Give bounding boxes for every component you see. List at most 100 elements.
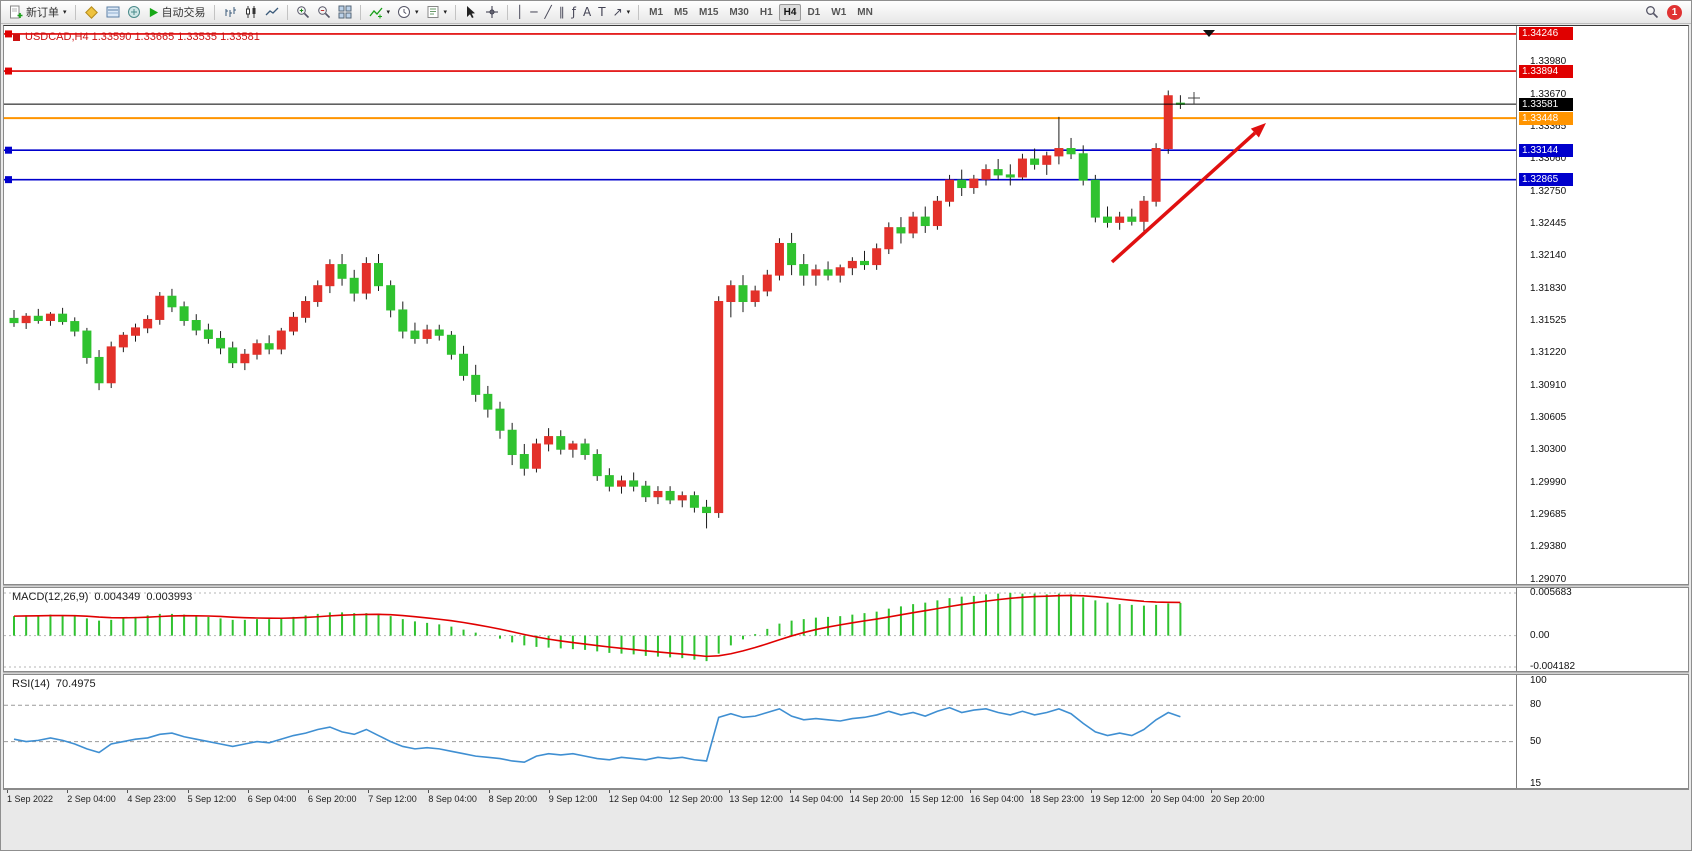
- time-axis-label: 19 Sep 12:00: [1090, 794, 1145, 804]
- price-axis-label: 1.32445: [1530, 217, 1567, 229]
- candle-body: [495, 408, 505, 431]
- candle-body: [604, 475, 614, 487]
- data-window-button[interactable]: [124, 3, 144, 22]
- candle-body: [1066, 148, 1076, 155]
- time-axis-label: 18 Sep 23:00: [1030, 794, 1084, 804]
- toolbar-separator: [638, 4, 640, 20]
- macd-panel: 0.005683 0.00 -0.004182 MACD(12,26,9) 0.00…: [3, 587, 1689, 672]
- templates-button[interactable]: ▾: [423, 3, 451, 22]
- candlestick-chart[interactable]: [4, 26, 1516, 586]
- line-chart-button[interactable]: [262, 3, 282, 22]
- candle-body: [629, 480, 639, 487]
- candle-body: [641, 485, 651, 498]
- vertical-line-tool-button[interactable]: │: [513, 3, 526, 22]
- bar-chart-icon: [225, 7, 236, 17]
- line-anchor-icon[interactable]: [5, 67, 12, 75]
- macd-axis-label: 0.00: [1530, 629, 1550, 641]
- price-axis: 1.33980 1.33670 1.33365 1.33060 1.32750 1.324…: [1516, 26, 1688, 585]
- timeframe-M15[interactable]: M15: [698, 6, 719, 18]
- text-tool-button[interactable]: A: [580, 3, 594, 22]
- macd-axis-label: 0.005683: [1530, 587, 1572, 598]
- timeframe-H4[interactable]: H4: [778, 3, 802, 21]
- candle-body: [240, 353, 250, 364]
- text-label-tool-button[interactable]: T: [595, 3, 608, 22]
- candle-body: [349, 277, 359, 294]
- time-axis-tick: [970, 790, 972, 793]
- auto-trading-button[interactable]: 自动交易: [145, 3, 209, 22]
- arrows-caret-icon: ▾: [626, 9, 631, 16]
- timeframe-MN[interactable]: MN: [857, 6, 873, 18]
- toolbar-separator: [286, 4, 288, 20]
- time-axis-label: 12 Sep 04:00: [609, 794, 663, 804]
- candle-body: [337, 264, 347, 279]
- candle-body: [1030, 158, 1040, 165]
- candle-body: [374, 263, 383, 287]
- notification-badge[interactable]: 1: [1667, 4, 1682, 20]
- price-marker-1.32865: 1.32865: [1519, 173, 1573, 187]
- channel-tool-button[interactable]: ∥: [556, 3, 568, 22]
- fibonacci-icon: ƒ: [571, 4, 576, 19]
- candlestick-chart-button[interactable]: [241, 3, 261, 22]
- search-button[interactable]: [1642, 3, 1662, 22]
- candle-body: [920, 216, 930, 227]
- periods-caret-icon: ▾: [415, 9, 419, 16]
- candle-body: [945, 179, 955, 202]
- trendline-tool-button[interactable]: ╱: [542, 3, 555, 22]
- candle-body: [301, 301, 311, 318]
- horizontal-line-tool-button[interactable]: ─: [527, 3, 540, 22]
- time-axis-tick: [488, 790, 490, 793]
- price-marker-1.34246: 1.34246: [1519, 27, 1573, 41]
- timeframe-M30[interactable]: M30: [729, 6, 749, 18]
- timeframe-H1[interactable]: H1: [759, 6, 773, 18]
- periods-button[interactable]: ▾: [394, 3, 422, 22]
- panel-splitter[interactable]: [3, 672, 1689, 674]
- timeframe-M5[interactable]: M5: [674, 6, 688, 18]
- line-anchor-icon[interactable]: [5, 176, 12, 184]
- rsi-chart[interactable]: [4, 675, 1516, 790]
- chart-shift-icon[interactable]: [1203, 30, 1215, 37]
- metaeditor-button[interactable]: [81, 3, 102, 22]
- panel-splitter[interactable]: [3, 585, 1689, 587]
- trend-arrow-line[interactable]: [1110, 131, 1257, 264]
- time-axis-tick: [428, 790, 430, 793]
- rsi-axis-label: 80: [1530, 699, 1542, 711]
- rsi-panel: 100 80 50 15 RSI(14) 70.4975: [3, 674, 1689, 789]
- price-axis-label: 1.33365: [1530, 120, 1567, 132]
- timeframe-W1[interactable]: W1: [831, 6, 847, 18]
- time-axis-label: 2 Sep 04:00: [67, 794, 116, 804]
- macd-axis-label: -0.004182: [1530, 661, 1576, 672]
- time-axis-label: 9 Sep 12:00: [548, 794, 598, 804]
- timeframe-D1[interactable]: D1: [807, 6, 821, 18]
- timeframe-M1[interactable]: M1: [649, 6, 664, 18]
- macd-chart[interactable]: [4, 588, 1516, 673]
- candle-body: [799, 264, 809, 276]
- crosshair-icon: [486, 6, 499, 18]
- bar-chart-button[interactable]: [220, 3, 240, 22]
- indicators-button[interactable]: ▾: [366, 3, 394, 22]
- price-axis-label: 1.33980: [1530, 55, 1567, 67]
- line-anchor-icon[interactable]: [5, 30, 12, 38]
- time-axis-label: 12 Sep 20:00: [669, 794, 723, 804]
- candle-body: [714, 301, 724, 514]
- new-order-button[interactable]: 新订单 ▾: [6, 3, 70, 22]
- crosshair-button[interactable]: [482, 3, 502, 22]
- macd-name: MACD(12,26,9): [12, 591, 89, 603]
- arrows-tool-button[interactable]: ↗ ▾: [610, 3, 634, 22]
- market-watch-button[interactable]: [103, 3, 123, 22]
- line-anchor-icon[interactable]: [5, 146, 12, 154]
- time-axis-tick: [67, 790, 69, 793]
- candle-body: [179, 306, 189, 322]
- tile-windows-button[interactable]: [335, 3, 355, 22]
- cursor-button[interactable]: [461, 3, 481, 22]
- fibonacci-tool-button[interactable]: ƒ: [569, 3, 579, 22]
- candle-body: [483, 393, 493, 410]
- zoom-in-button[interactable]: [293, 3, 313, 22]
- time-axis-tick: [7, 790, 8, 793]
- price-axis-label: 1.29990: [1530, 477, 1567, 488]
- time-axis-label: 4 Sep 23:00: [127, 794, 176, 804]
- crosshair-pointer-icon: [1188, 92, 1200, 104]
- zoom-out-button[interactable]: [314, 3, 334, 22]
- candle-body: [1042, 155, 1052, 165]
- candle-body: [82, 330, 92, 358]
- candle-body: [361, 263, 371, 294]
